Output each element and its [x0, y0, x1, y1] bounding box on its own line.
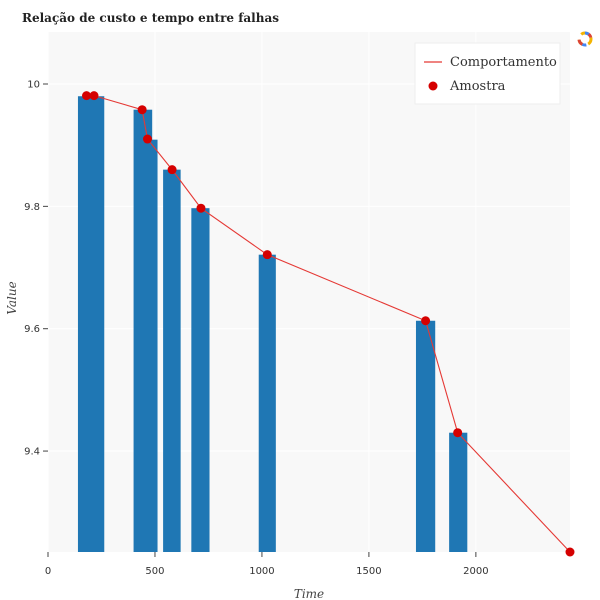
x-axis-label: Time [294, 587, 324, 600]
logo-ring-icon [577, 31, 593, 47]
point-amostra [453, 428, 463, 438]
y-tick-label: 9.6 [24, 324, 40, 335]
x-tick-label: 1000 [249, 566, 274, 577]
point-amostra [82, 91, 92, 101]
bar [142, 139, 158, 552]
x-tick-label: 2000 [463, 566, 488, 577]
point-amostra [137, 105, 147, 115]
point-amostra [262, 250, 272, 260]
legend-label-amostra: Amostra [449, 79, 506, 94]
point-amostra [142, 134, 152, 144]
x-tick-label: 1500 [356, 566, 381, 577]
point-amostra [89, 91, 99, 101]
legend-box [414, 42, 561, 105]
line-series [86, 95, 571, 553]
y-axis: 9.4 9.6 9.8 10 [24, 80, 48, 458]
y-tick-label: 9.8 [24, 202, 40, 213]
legend: Comportamento Amostra [414, 42, 561, 105]
plotly-logo-icon[interactable] [577, 31, 593, 47]
point-amostra [421, 316, 431, 326]
y-axis-label: Value [5, 281, 19, 314]
chart-title: Relação de custo e tempo entre falhas [22, 11, 279, 25]
logo-ring3-icon [577, 31, 593, 47]
legend-point-swatch [428, 81, 438, 91]
x-tick-label: 0 [45, 566, 51, 577]
bar [258, 254, 276, 552]
bar [415, 320, 436, 552]
bar [77, 96, 105, 552]
legend-label-comportamento: Comportamento [450, 55, 557, 70]
bars [77, 96, 468, 552]
plot-area [48, 32, 570, 552]
y-tick-label: 9.4 [24, 447, 40, 458]
bar [449, 432, 468, 552]
y-tick-label: 10 [27, 80, 40, 91]
point-amostra [565, 547, 575, 557]
scatter-series [82, 91, 575, 557]
x-axis: 0 500 1000 1500 2000 [45, 552, 489, 577]
x-tick-label: 500 [145, 566, 164, 577]
bar [191, 208, 210, 552]
bar [163, 169, 181, 552]
line-comportamento [86, 95, 571, 553]
point-amostra [196, 203, 206, 213]
point-amostra [167, 165, 177, 175]
logo-center-icon [582, 36, 588, 42]
